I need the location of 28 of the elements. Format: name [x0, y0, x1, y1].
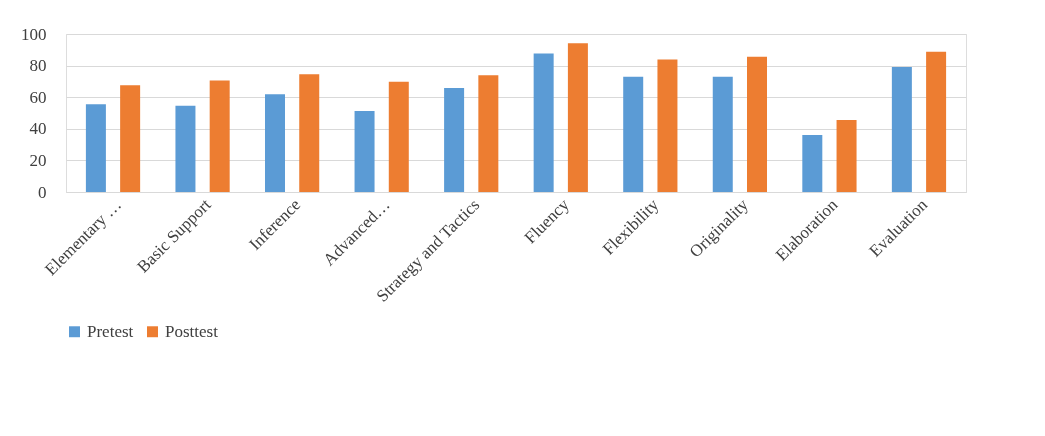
bar: [175, 105, 196, 192]
y-tick-label: 0: [38, 182, 47, 202]
bar: [533, 53, 554, 192]
legend-label: Posttest: [165, 321, 219, 341]
bar: [120, 85, 141, 192]
y-tick-label: 20: [29, 150, 47, 170]
y-tick-label: 40: [29, 119, 47, 139]
bar: [299, 74, 320, 192]
bar: [802, 135, 823, 192]
bar: [265, 94, 285, 192]
bar: [712, 76, 733, 192]
bar: [444, 88, 465, 192]
y-tick-label: 60: [29, 87, 47, 107]
bar: [567, 43, 588, 192]
legend-label: Pretest: [87, 321, 134, 341]
bar: [85, 104, 106, 192]
y-tick-label: 80: [29, 56, 47, 76]
bar: [354, 111, 375, 192]
bar: [209, 80, 230, 192]
bar: [926, 51, 947, 192]
bar: [891, 67, 912, 192]
bar: [836, 119, 857, 192]
bar: [388, 81, 409, 192]
bar: [657, 59, 678, 192]
bar: [623, 76, 644, 192]
y-tick-label: 100: [21, 24, 47, 44]
bar: [478, 75, 499, 192]
bar: [747, 56, 767, 192]
